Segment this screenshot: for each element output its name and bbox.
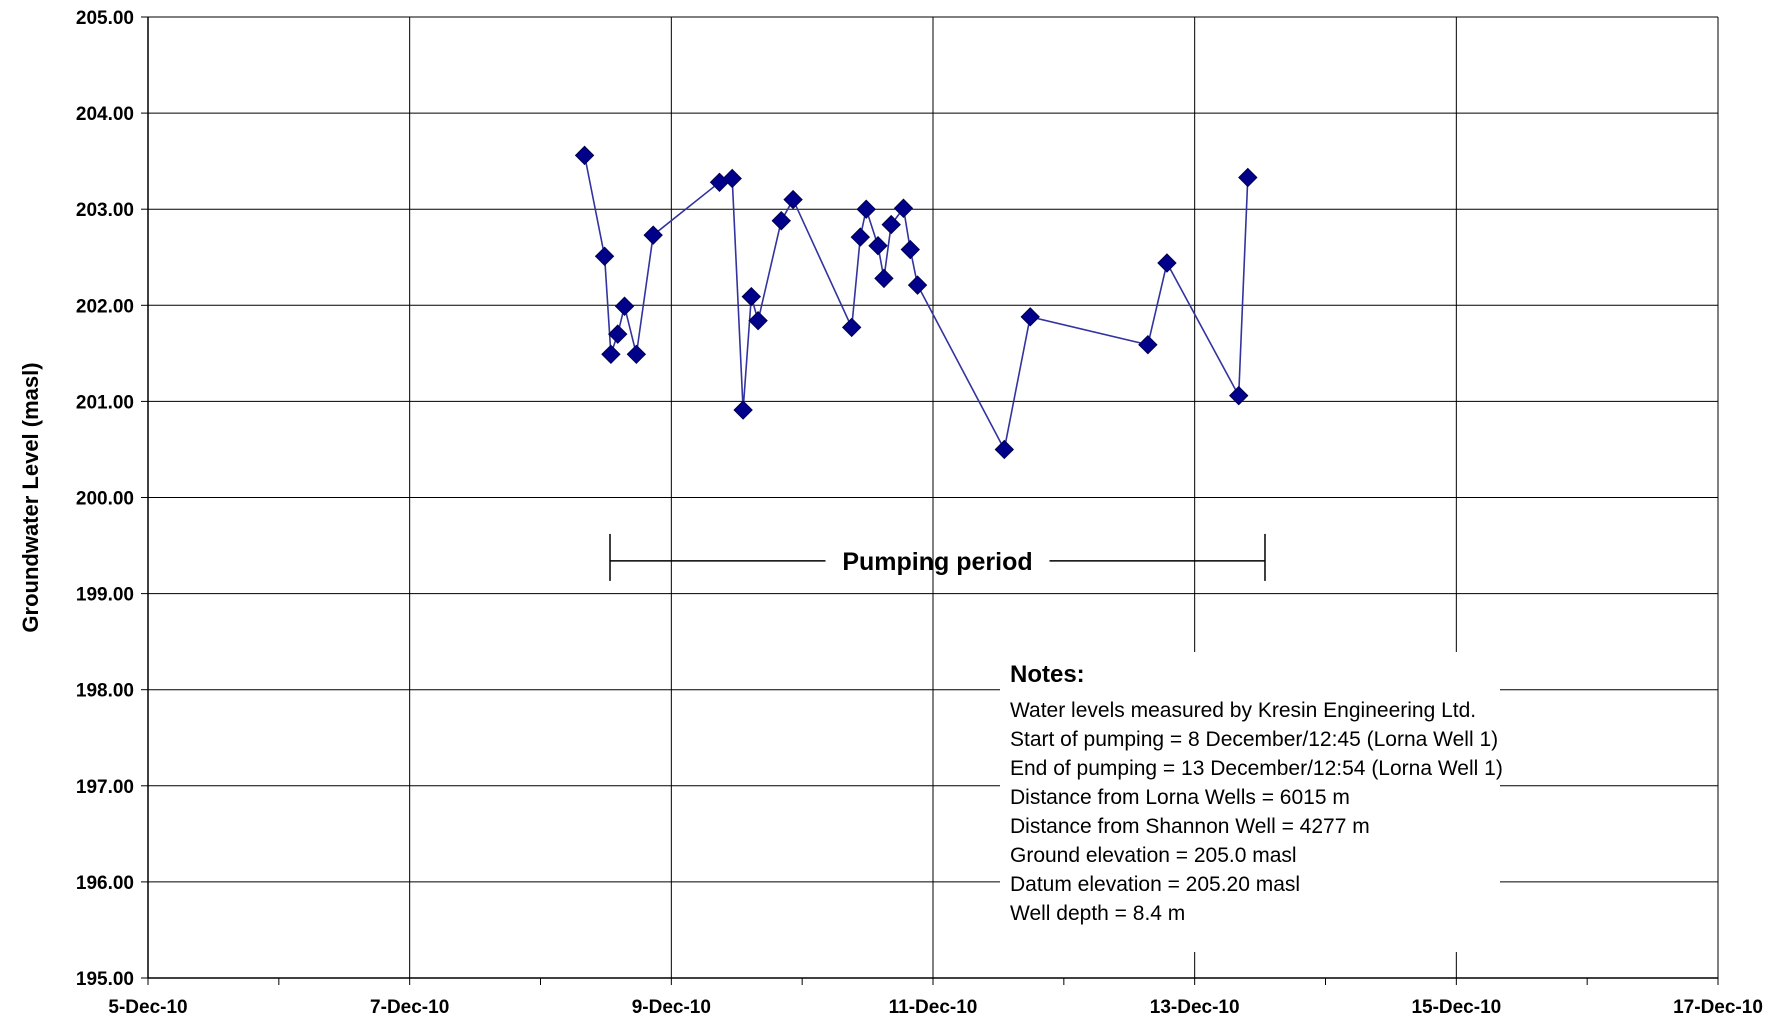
notes-line-measured-by: Water levels measured by Kresin Engineer… (1010, 699, 1477, 722)
x-tick-label: 5-Dec-10 (108, 997, 187, 1017)
data-point-marker (868, 236, 888, 256)
series-line (583, 155, 1249, 452)
notes-line-datum-elevation: Datum elevation = 205.20 masl (1010, 873, 1301, 896)
data-point-marker (1138, 334, 1158, 355)
x-tick-label: 7-Dec-10 (370, 997, 449, 1017)
y-tick-label: 195.00 (76, 969, 134, 990)
data-point-marker (608, 324, 628, 344)
notes-line-ground-elevation: Ground elevation = 205.0 masl (1010, 844, 1297, 867)
data-point-marker (1229, 385, 1249, 406)
data-point-marker (874, 268, 894, 289)
data-point-marker (994, 439, 1015, 460)
data-point-marker (722, 168, 742, 189)
data-point-marker (643, 225, 663, 245)
notes-line-distance-shannon: Distance from Shannon Well = 4277 m (1010, 815, 1370, 838)
data-point-marker (601, 344, 621, 365)
data-point-marker (574, 145, 595, 166)
y-tick-label: 200.00 (76, 489, 134, 510)
y-tick-label: 202.00 (76, 296, 134, 317)
data-point-marker (741, 286, 761, 307)
data-point-marker (1157, 253, 1177, 273)
notes-title: Notes: (1010, 661, 1085, 688)
y-tick-label: 205.00 (76, 8, 134, 29)
y-axis-title: Groundwater Level (masl) (18, 362, 43, 632)
data-point-marker (893, 198, 914, 218)
x-tick-label: 9-Dec-10 (632, 997, 711, 1017)
data-point-marker (771, 211, 791, 231)
data-point-marker (850, 227, 871, 247)
y-tick-label: 201.00 (76, 392, 134, 413)
data-point-marker (626, 344, 647, 365)
data-point-marker (594, 246, 615, 266)
notes-line-well-depth: Well depth = 8.4 m (1010, 902, 1186, 925)
x-tick-label: 15-Dec-10 (1411, 997, 1501, 1017)
x-tick-label: 17-Dec-10 (1673, 997, 1763, 1017)
data-point-marker (1238, 167, 1258, 188)
notes-line-start-pumping: Start of pumping = 8 December/12:45 (Lor… (1010, 728, 1499, 751)
y-tick-label: 199.00 (76, 585, 134, 606)
pumping-period-label: Pumping period (842, 548, 1032, 576)
data-point-marker (748, 310, 768, 331)
data-point-marker (856, 199, 876, 219)
data-point-marker (614, 296, 635, 316)
data-point-marker (881, 214, 901, 235)
notes-line-distance-lorna: Distance from Lorna Wells = 6015 m (1010, 786, 1350, 809)
series-groundwater-level (574, 145, 1258, 460)
x-axis-ticks: 5-Dec-10 7-Dec-10 9-Dec-10 11-Dec-10 13-Dec-… (108, 978, 1763, 1017)
y-tick-label: 197.00 (76, 777, 134, 798)
y-tick-label: 196.00 (76, 873, 134, 894)
notes-line-end-pumping: End of pumping = 13 December/12:54 (Lorn… (1010, 757, 1503, 780)
data-point-marker (1020, 307, 1040, 327)
y-axis-ticks: 195.00 196.00 197.00 198.00 199.00 200.00 201.… (76, 8, 148, 990)
y-tick-label: 204.00 (76, 104, 134, 125)
data-point-marker (733, 400, 753, 420)
data-point-marker (783, 189, 803, 210)
x-tick-label: 13-Dec-10 (1150, 997, 1240, 1017)
y-tick-label: 198.00 (76, 681, 134, 702)
data-point-marker (907, 275, 928, 295)
data-point-marker (900, 239, 920, 260)
data-point-marker (841, 317, 862, 338)
notes-box: Notes: Water levels measured by Kresin E… (1000, 652, 1503, 952)
pumping-period-annotation: Pumping period (609, 533, 1266, 581)
y-tick-label: 203.00 (76, 200, 134, 221)
x-tick-label: 11-Dec-10 (889, 997, 978, 1017)
